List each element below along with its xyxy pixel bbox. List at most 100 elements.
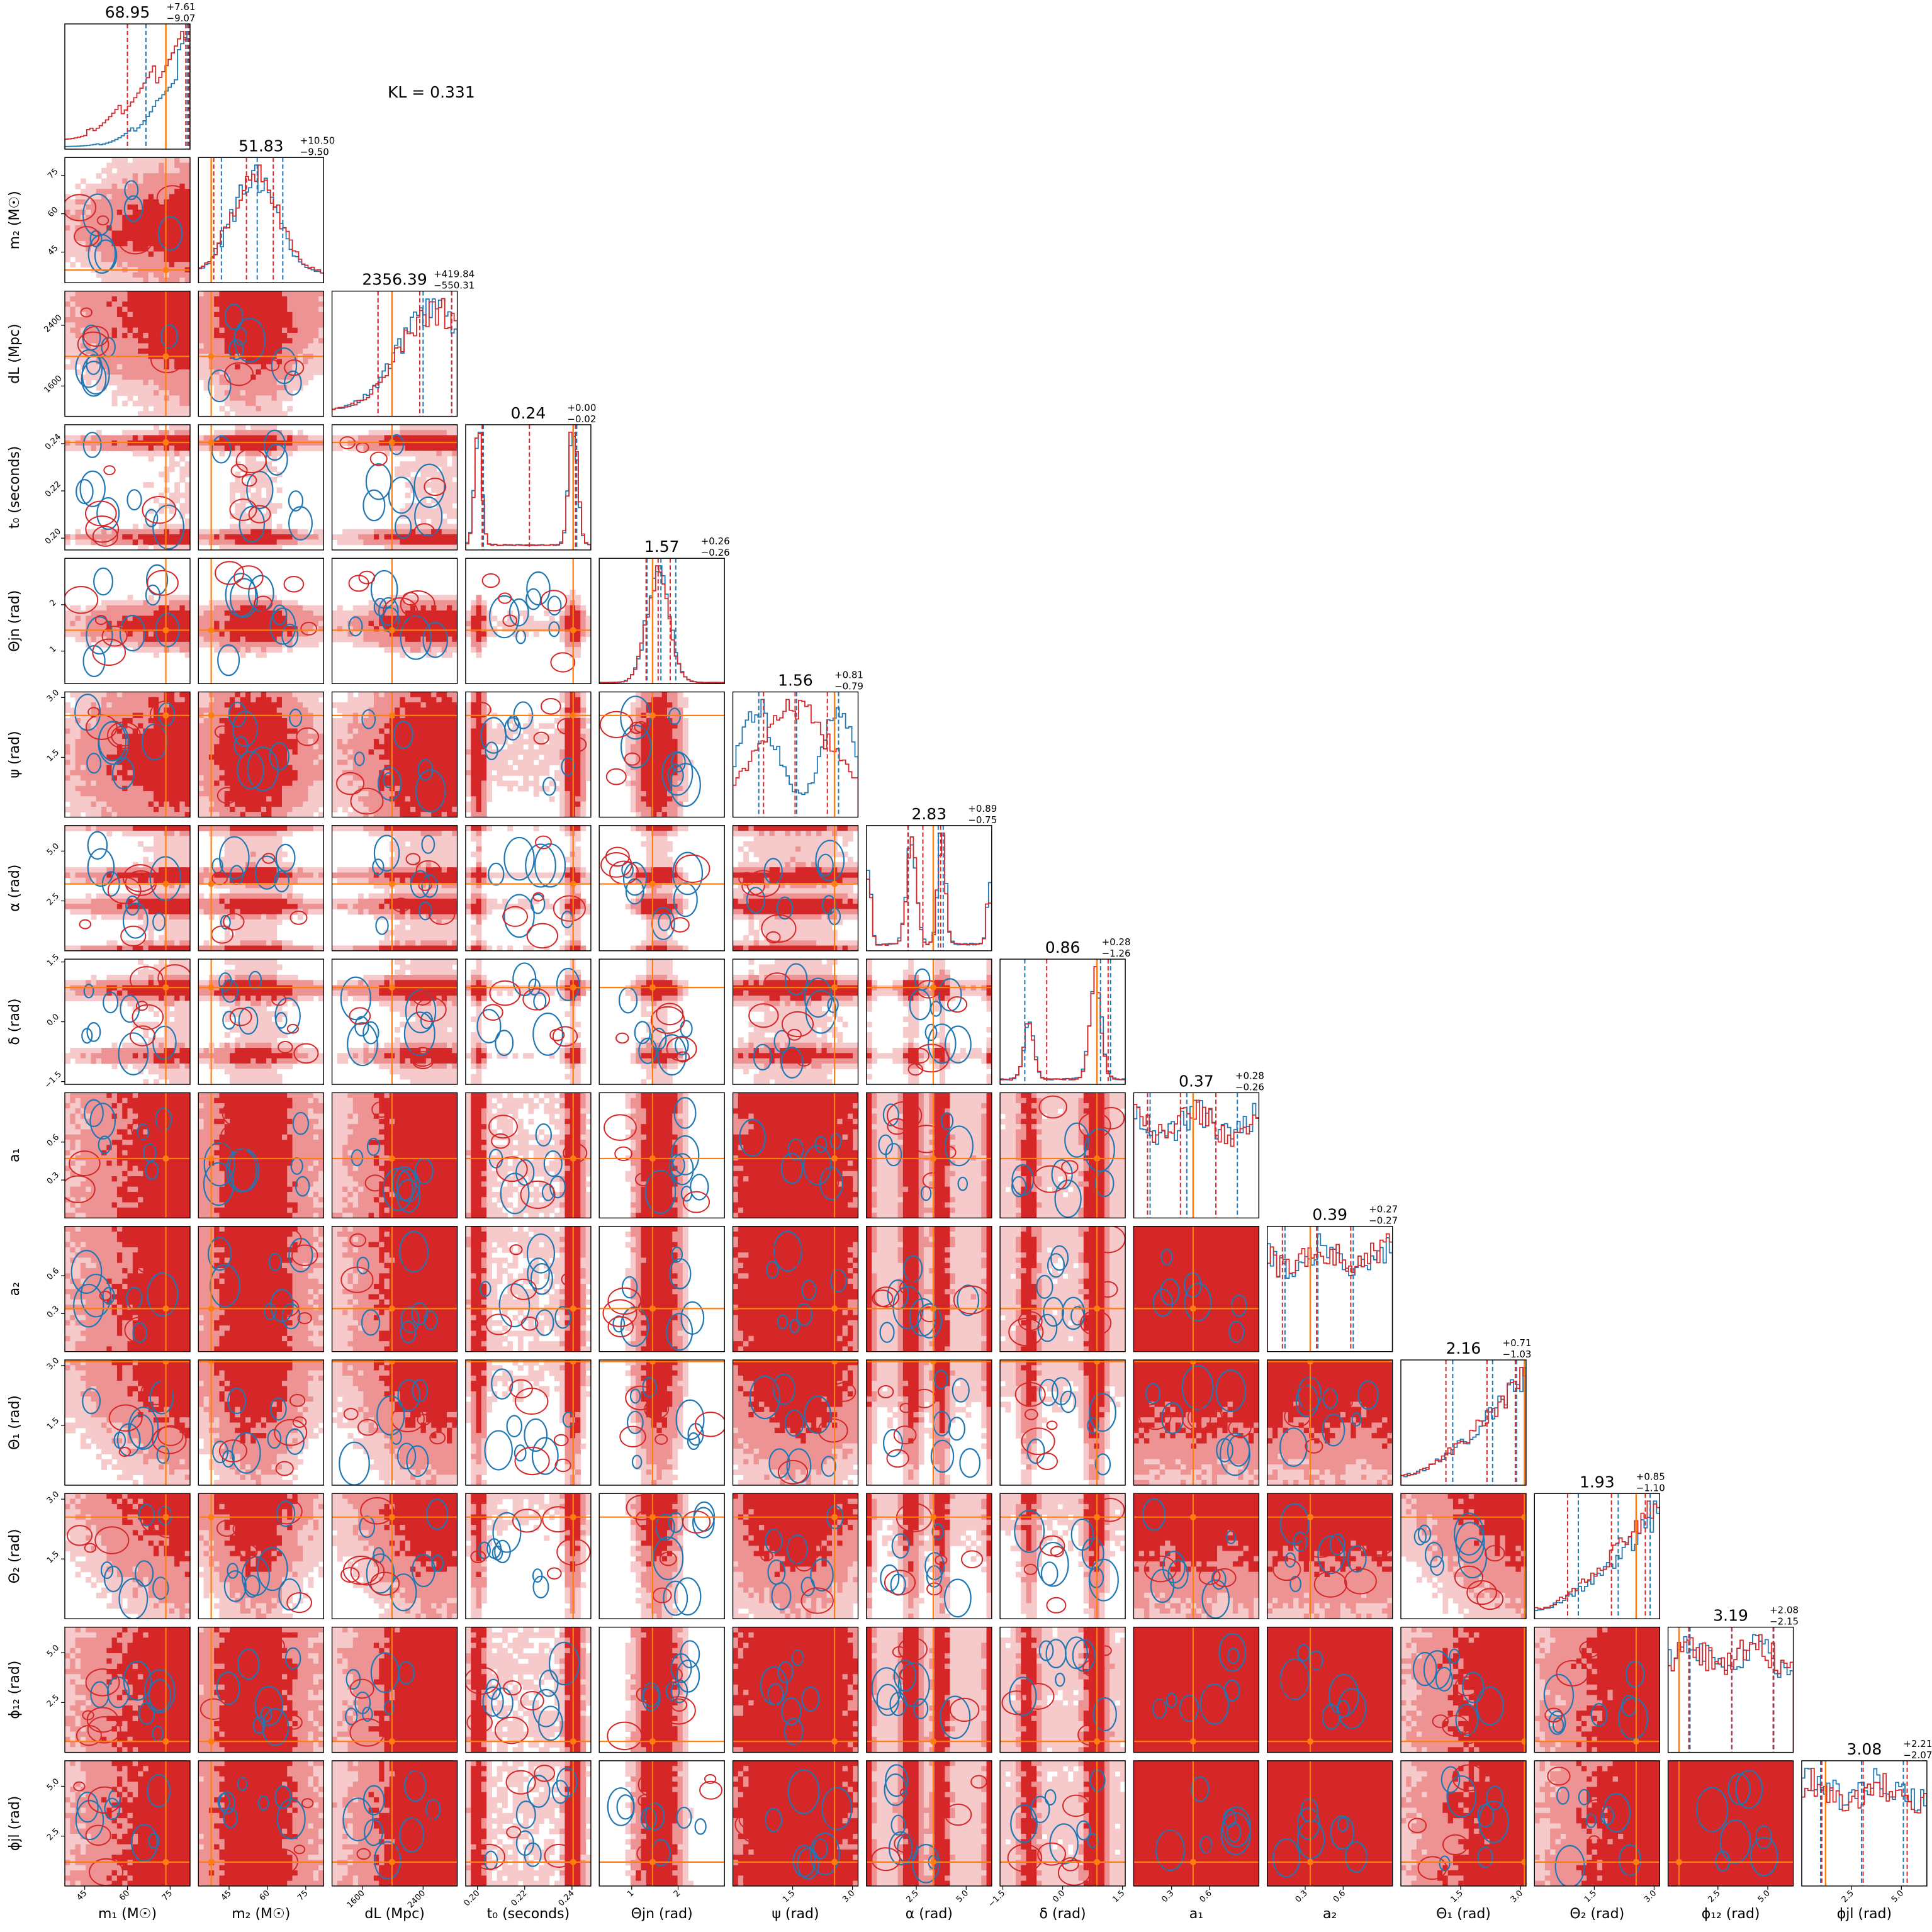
density-cell	[313, 539, 319, 546]
density-cell	[169, 796, 175, 802]
density-cell	[153, 332, 159, 339]
density-cell	[122, 796, 128, 802]
density-cell	[373, 430, 379, 436]
density-cell	[441, 424, 447, 430]
density-cell	[266, 424, 272, 430]
density-cell	[106, 780, 113, 787]
density-cell	[80, 189, 86, 194]
density-cell	[250, 529, 257, 535]
density-cell	[80, 359, 86, 365]
density-cell	[174, 600, 181, 606]
density-cell	[75, 312, 81, 318]
density-cell	[266, 406, 272, 412]
density-cell	[159, 199, 165, 205]
density-cell	[266, 524, 272, 530]
density-cell	[431, 440, 437, 446]
density-cell	[256, 760, 262, 766]
density-cell	[179, 395, 186, 402]
density-cell	[111, 183, 118, 189]
density-cell	[292, 385, 298, 391]
density-cell	[441, 524, 447, 530]
density-cell	[132, 785, 138, 792]
density-cell	[261, 812, 267, 817]
density-cell	[174, 173, 181, 179]
density-cell	[313, 780, 319, 787]
density-cell	[143, 359, 149, 365]
density-cell	[132, 262, 138, 268]
panel-frame	[331, 424, 458, 551]
density-cell	[65, 230, 70, 237]
density-cell	[127, 210, 133, 216]
density-cell	[400, 780, 406, 787]
density-cell	[431, 482, 437, 488]
density-cell	[230, 291, 235, 297]
density-cell	[116, 364, 123, 370]
density-cell	[276, 400, 283, 407]
density-cell	[313, 615, 319, 622]
density-cell	[332, 749, 338, 755]
density-cell	[287, 435, 293, 441]
density-cell	[271, 348, 278, 354]
density-cell	[65, 343, 70, 349]
density-cell	[271, 446, 278, 451]
density-cell	[384, 615, 390, 622]
density-cell	[116, 157, 123, 164]
density-cell	[132, 204, 138, 210]
density-cell	[517, 626, 524, 632]
density-cell	[143, 697, 149, 703]
density-cell	[143, 327, 149, 334]
density-cell	[373, 728, 379, 734]
density-cell	[395, 744, 400, 750]
density-cell	[116, 262, 123, 268]
density-cell	[169, 791, 175, 797]
density-cell	[198, 301, 205, 308]
density-cell	[116, 306, 123, 313]
density-cell	[256, 692, 262, 698]
density-cell	[138, 210, 143, 216]
density-cell	[132, 183, 138, 189]
density-cell	[116, 178, 123, 184]
density-cell	[405, 513, 411, 519]
density-cell	[410, 508, 416, 514]
density-cell	[245, 435, 251, 441]
density-cell	[384, 697, 390, 703]
density-cell	[127, 733, 133, 739]
title-minus: −550.31	[434, 280, 475, 291]
density-cell	[431, 430, 437, 436]
density-cell	[153, 451, 159, 457]
density-cell	[425, 631, 432, 637]
density-cell	[169, 636, 175, 643]
density-cell	[138, 697, 143, 703]
density-cell	[266, 338, 272, 344]
density-cell	[174, 610, 181, 617]
density-cell	[235, 395, 241, 402]
density-cell	[342, 631, 349, 637]
density-cell	[292, 359, 298, 365]
density-cell	[266, 379, 272, 386]
density-cell	[256, 487, 262, 493]
density-cell	[148, 220, 154, 226]
density-cell	[256, 482, 262, 488]
density-cell	[111, 301, 118, 308]
density-cell	[447, 487, 452, 493]
density-cell	[179, 702, 186, 708]
density-cell	[276, 636, 283, 643]
density-cell	[276, 621, 283, 627]
density-cell	[179, 605, 186, 611]
density-cell	[169, 692, 175, 698]
density-cell	[106, 733, 113, 739]
density-cell	[266, 519, 272, 525]
density-cell	[143, 301, 149, 308]
density-cell	[261, 636, 267, 643]
density-cell	[245, 707, 251, 714]
density-cell	[281, 780, 288, 787]
density-cell	[65, 435, 70, 441]
density-cell	[80, 534, 86, 540]
density-cell	[174, 322, 181, 329]
density-cell	[297, 785, 303, 792]
density-cell	[297, 749, 303, 755]
density-cell	[352, 621, 359, 627]
density-cell	[111, 338, 118, 344]
density-cell	[116, 199, 123, 205]
density-cell	[122, 539, 128, 546]
